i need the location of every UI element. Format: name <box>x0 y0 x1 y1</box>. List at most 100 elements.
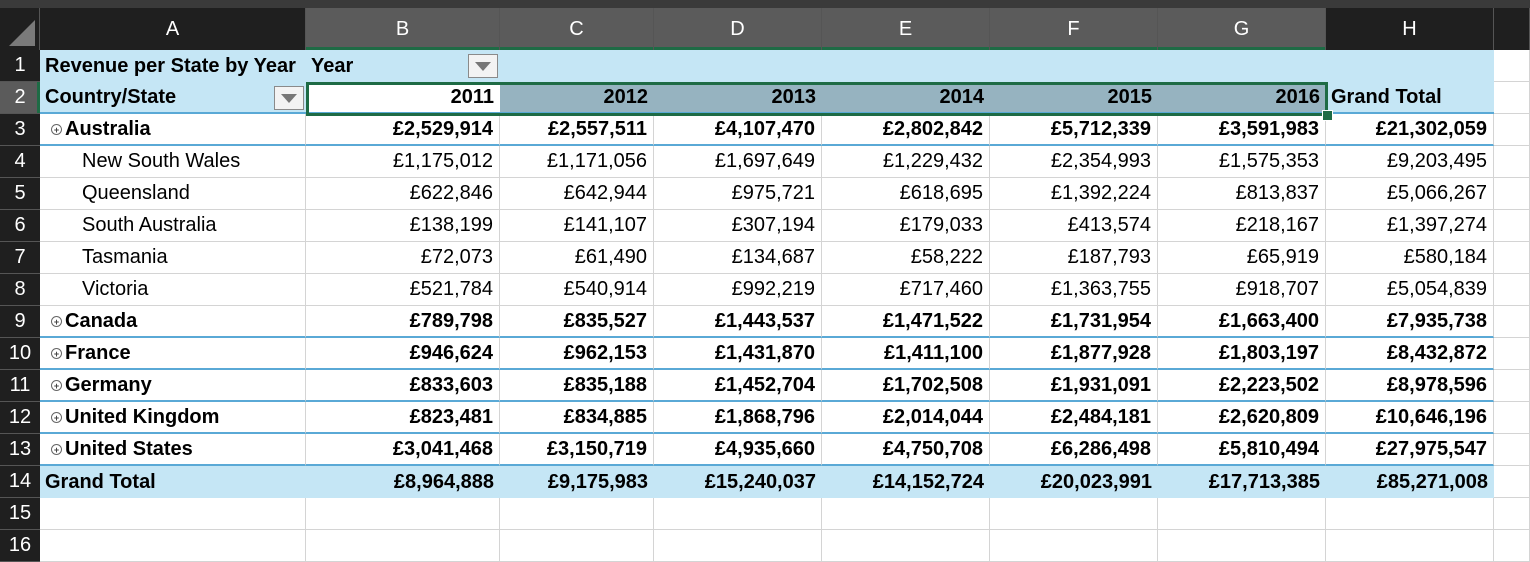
value-cell[interactable]: £2,620,809 <box>1158 402 1326 434</box>
column-header-g[interactable]: G <box>1158 8 1326 50</box>
fill-handle[interactable] <box>1322 110 1333 121</box>
expand-collapse-icon[interactable]: + <box>51 123 62 135</box>
value-cell[interactable]: £1,363,755 <box>990 274 1158 306</box>
empty-cell[interactable] <box>654 498 822 530</box>
state-row-label[interactable]: Queensland <box>40 178 306 210</box>
value-cell[interactable]: £6,286,498 <box>990 434 1158 466</box>
empty-cell[interactable] <box>40 498 306 530</box>
value-cell[interactable]: £992,219 <box>654 274 822 306</box>
value-cell[interactable]: £1,443,537 <box>654 306 822 338</box>
column-header-h[interactable]: H <box>1326 8 1494 50</box>
country-row-label[interactable]: + Canada <box>40 306 306 338</box>
value-cell[interactable]: £946,624 <box>306 338 500 370</box>
value-cell[interactable]: £1,877,928 <box>990 338 1158 370</box>
column-header-a[interactable]: A <box>40 8 306 50</box>
empty-cell[interactable] <box>1158 530 1326 562</box>
row-header-11[interactable]: 11 <box>0 370 40 402</box>
column-header-e[interactable]: E <box>822 8 990 50</box>
row-total-cell[interactable]: £5,066,267 <box>1326 178 1494 210</box>
year-header-2012[interactable]: 2012 <box>500 82 654 114</box>
value-cell[interactable]: £1,411,100 <box>822 338 990 370</box>
value-cell[interactable]: £717,460 <box>822 274 990 306</box>
expand-collapse-icon[interactable]: + <box>51 379 62 391</box>
header-band-cell[interactable] <box>990 50 1158 82</box>
empty-cell[interactable] <box>40 530 306 562</box>
country-row-label[interactable]: + United Kingdom <box>40 402 306 434</box>
row-total-cell[interactable]: £27,975,547 <box>1326 434 1494 466</box>
grand-total-header[interactable]: Grand Total <box>1326 82 1494 114</box>
header-band-cell[interactable] <box>500 50 654 82</box>
row-header-13[interactable]: 13 <box>0 434 40 466</box>
country-row-label[interactable]: + Germany <box>40 370 306 402</box>
expand-collapse-icon[interactable]: + <box>51 347 62 359</box>
empty-cell[interactable] <box>1326 498 1494 530</box>
value-cell[interactable]: £2,557,511 <box>500 114 654 146</box>
empty-cell[interactable] <box>306 530 500 562</box>
row-header-5[interactable]: 5 <box>0 178 40 210</box>
column-header-b[interactable]: B <box>306 8 500 50</box>
value-cell[interactable]: £1,392,224 <box>990 178 1158 210</box>
value-cell[interactable]: £2,354,993 <box>990 146 1158 178</box>
value-cell[interactable]: £833,603 <box>306 370 500 402</box>
row-header-12[interactable]: 12 <box>0 402 40 434</box>
country-row-label[interactable]: + France <box>40 338 306 370</box>
value-cell[interactable]: £642,944 <box>500 178 654 210</box>
empty-cell[interactable] <box>306 498 500 530</box>
value-cell[interactable]: £1,803,197 <box>1158 338 1326 370</box>
grand-total-label[interactable]: Grand Total <box>40 466 306 498</box>
row-total-cell[interactable]: £7,935,738 <box>1326 306 1494 338</box>
empty-cell[interactable] <box>822 498 990 530</box>
value-cell[interactable]: £1,697,649 <box>654 146 822 178</box>
value-cell[interactable]: £1,575,353 <box>1158 146 1326 178</box>
row-field-cell[interactable]: Country/State <box>40 82 306 114</box>
row-header-8[interactable]: 8 <box>0 274 40 306</box>
value-cell[interactable]: £72,073 <box>306 242 500 274</box>
value-cell[interactable]: £1,702,508 <box>822 370 990 402</box>
row-header-2[interactable]: 2 <box>0 82 40 114</box>
value-cell[interactable]: £834,885 <box>500 402 654 434</box>
value-cell[interactable]: £823,481 <box>306 402 500 434</box>
grand-total-value[interactable]: £14,152,724 <box>822 466 990 498</box>
empty-cell[interactable] <box>990 498 1158 530</box>
value-cell[interactable]: £4,750,708 <box>822 434 990 466</box>
column-header-d[interactable]: D <box>654 8 822 50</box>
expand-collapse-icon[interactable]: + <box>51 315 62 327</box>
value-cell[interactable]: £134,687 <box>654 242 822 274</box>
value-cell[interactable]: £4,935,660 <box>654 434 822 466</box>
value-cell[interactable]: £3,150,719 <box>500 434 654 466</box>
year-header-2013[interactable]: 2013 <box>654 82 822 114</box>
value-cell[interactable]: £1,229,432 <box>822 146 990 178</box>
country-row-label[interactable]: + Australia <box>40 114 306 146</box>
row-total-cell[interactable]: £580,184 <box>1326 242 1494 274</box>
value-cell[interactable]: £1,731,954 <box>990 306 1158 338</box>
value-cell[interactable]: £975,721 <box>654 178 822 210</box>
expand-collapse-icon[interactable]: + <box>51 443 62 455</box>
pivot-title-cell[interactable]: Revenue per State by Year <box>40 50 306 82</box>
value-cell[interactable]: £835,188 <box>500 370 654 402</box>
value-cell[interactable]: £1,868,796 <box>654 402 822 434</box>
empty-cell[interactable] <box>1326 530 1494 562</box>
value-cell[interactable]: £1,431,870 <box>654 338 822 370</box>
row-header-14[interactable]: 14 <box>0 466 40 498</box>
row-header-16[interactable]: 16 <box>0 530 40 562</box>
grand-total-all[interactable]: £85,271,008 <box>1326 466 1494 498</box>
value-cell[interactable]: £2,484,181 <box>990 402 1158 434</box>
header-band-cell[interactable] <box>1158 50 1326 82</box>
value-cell[interactable]: £1,175,012 <box>306 146 500 178</box>
row-total-cell[interactable]: £21,302,059 <box>1326 114 1494 146</box>
value-cell[interactable]: £813,837 <box>1158 178 1326 210</box>
year-header-2011[interactable]: 2011 <box>306 82 500 114</box>
value-cell[interactable]: £618,695 <box>822 178 990 210</box>
grand-total-value[interactable]: £17,713,385 <box>1158 466 1326 498</box>
empty-cell[interactable] <box>990 530 1158 562</box>
header-band-cell[interactable] <box>654 50 822 82</box>
value-cell[interactable]: £1,171,056 <box>500 146 654 178</box>
value-cell[interactable]: £5,810,494 <box>1158 434 1326 466</box>
value-cell[interactable]: £2,014,044 <box>822 402 990 434</box>
select-all-corner[interactable] <box>0 8 40 50</box>
value-cell[interactable]: £1,931,091 <box>990 370 1158 402</box>
state-row-label[interactable]: Victoria <box>40 274 306 306</box>
value-cell[interactable]: £138,199 <box>306 210 500 242</box>
state-row-label[interactable]: Tasmania <box>40 242 306 274</box>
value-cell[interactable]: £5,712,339 <box>990 114 1158 146</box>
